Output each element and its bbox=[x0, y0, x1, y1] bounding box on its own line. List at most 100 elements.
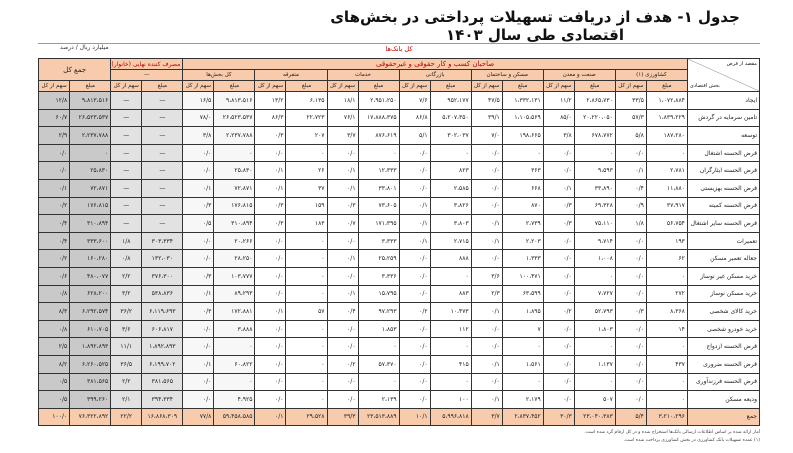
share-cell: ۰/۸ bbox=[37, 319, 71, 339]
amount-cell: ۰ bbox=[429, 372, 472, 392]
amount-cell: ۲،۸۶۵،۷۳۰ bbox=[573, 91, 616, 110]
row-label: قرض الحسنه ضروری bbox=[686, 354, 761, 374]
row-label: خرید مسکن غیر نوساز bbox=[686, 266, 761, 286]
amount-cell: ۹،۷۱۴ bbox=[573, 231, 616, 251]
share-cell: ۰/۰ bbox=[398, 354, 431, 374]
amount-cell: ۰ bbox=[645, 372, 688, 392]
corner-purpose: مقصد از قرض bbox=[726, 61, 757, 67]
share-cell: ۲۲/۲ bbox=[110, 407, 143, 427]
amount-cell: — bbox=[141, 196, 184, 216]
share-cell: ۰/۰ bbox=[254, 337, 287, 356]
amount-cell: ۳۷۶،۳۰۰ bbox=[141, 266, 184, 286]
share-cell: ۷۸/۰ bbox=[182, 108, 215, 128]
amount-cell: ۰ bbox=[285, 143, 328, 163]
amount-cell: ۰ bbox=[285, 319, 328, 339]
amount-cell: ۶۱۰،۷۰۵ bbox=[69, 319, 112, 339]
amount-cell: ۲،۵۸۵ bbox=[429, 178, 472, 198]
share-cell: ۸/۳ bbox=[37, 302, 71, 321]
amount-cell: ۳،۲۱۰،۲۹۶ bbox=[645, 407, 688, 427]
amount-cell: ۱،۱۳۷ bbox=[573, 354, 616, 374]
share-cell: ۸۶/۸ bbox=[398, 108, 431, 128]
share-cell: ۰/۰ bbox=[398, 284, 431, 304]
amount-cell: ۳۳،۸۰۱ bbox=[357, 178, 400, 198]
share-cell: ۰/۱ bbox=[614, 161, 647, 180]
share-cell: ۰/۰ bbox=[542, 390, 575, 409]
share-cell: ۰/۱ bbox=[182, 284, 215, 304]
amount-cell: ۳۳،۸۹۰ bbox=[573, 178, 616, 198]
amount-cell: ۲،۱۳۹ bbox=[357, 390, 400, 409]
share-cell: ۳۹/۳ bbox=[326, 407, 359, 427]
share-cell: ۰/۱ bbox=[254, 178, 287, 198]
share-cell: ۰/۰ bbox=[398, 337, 431, 356]
sector-header: صنعت و معدن bbox=[542, 69, 616, 81]
corner-sector: بخش اقتصادی bbox=[689, 83, 720, 89]
share-cell: ۷۷/۸ bbox=[182, 407, 215, 427]
share-cell: ۱۸/۱ bbox=[326, 91, 359, 110]
share-cell: ۰/۰ bbox=[254, 231, 287, 251]
share-cell: ۰/۰ bbox=[542, 231, 575, 251]
share-cell: ۱۳/۲ bbox=[254, 91, 287, 110]
share-cell: ۰/۳ bbox=[182, 266, 215, 286]
row-label: قرض الحسنه فرزندآوری bbox=[686, 372, 761, 392]
amount-cell: ۸۷۶،۶۱۹ bbox=[357, 126, 400, 145]
row-label: قرض الحسنه ایثارگران bbox=[686, 161, 761, 180]
share-cell: ۰/۲ bbox=[37, 196, 71, 216]
amount-cell: ۷۶،۳۲۲،۸۹۲ bbox=[69, 407, 112, 427]
table-row: تامین سرمایه در گردش ۱،۸۳۹،۲۲۹ ۵۷/۳ ۲۰،۲۲۰،… bbox=[37, 108, 761, 128]
amount-cell: ۰ bbox=[285, 372, 328, 392]
share-cell: ۱/۸ bbox=[614, 214, 647, 233]
share-header: سهم از کل bbox=[110, 80, 143, 92]
row-label: تعمیرات bbox=[686, 231, 761, 251]
share-cell: ۱/۸ bbox=[110, 231, 143, 251]
amount-header: مبلغ bbox=[573, 80, 616, 92]
share-cell: ۰/۳ bbox=[254, 214, 287, 233]
table-row: خرید مسکن نوساز ۲۷۲ ۰/۰ ۷،۷۲۷ ۰/۰ ۶۳،۵۹۹ ۲/۳ ۸۸… bbox=[37, 284, 761, 304]
share-cell: ۰/۰ bbox=[470, 337, 503, 356]
amount-cell: ۱۲،۳۳۳ bbox=[357, 161, 400, 180]
amount-cell: ۷۳،۶۰۵ bbox=[357, 196, 400, 216]
share-cell: ۰/۰ bbox=[398, 266, 431, 286]
amount-cell: ۶،۲۶۰،۵۲۵ bbox=[69, 354, 112, 374]
amount-cell: ۲۷۲ bbox=[645, 284, 688, 304]
amount-header: مبلغ bbox=[69, 80, 112, 92]
amount-cell: ۲۰،۲۲۰،۰۵۰ bbox=[573, 108, 616, 128]
amount-header: مبلغ bbox=[429, 80, 472, 92]
amount-cell: ۵۹،۴۵۸،۵۸۵ bbox=[213, 407, 256, 427]
share-cell: ۰/۱ bbox=[398, 196, 431, 216]
share-cell: ۰/۰ bbox=[614, 231, 647, 251]
share-cell: ۰/۰ bbox=[542, 372, 575, 392]
share-cell: ۰/۰ bbox=[37, 161, 71, 180]
amount-cell: ۶،۱۹۹،۷۰۲ bbox=[141, 354, 184, 374]
amount-cell: ۷،۷۲۷ bbox=[573, 284, 616, 304]
amount-cell: ۰ bbox=[213, 337, 256, 356]
amount-cell: ۳۸۱،۵۶۵ bbox=[69, 372, 112, 392]
amount-cell: — bbox=[141, 108, 184, 128]
share-cell: ۰/۰ bbox=[542, 354, 575, 374]
share-cell: ۰/۱ bbox=[326, 249, 359, 268]
amount-cell: ۱۹۸،۶۶۵ bbox=[501, 126, 544, 145]
amount-cell: ۰ bbox=[213, 143, 256, 163]
share-cell: ۳/۸ bbox=[182, 126, 215, 145]
share-header: سهم از کل bbox=[398, 80, 431, 92]
share-cell: ۰/۰ bbox=[542, 284, 575, 304]
share-cell: ۰/۰ bbox=[614, 372, 647, 392]
amount-cell: ۳۸۱،۵۶۵ bbox=[141, 372, 184, 392]
share-cell: ۰/۰ bbox=[37, 143, 71, 163]
amount-cell: ۲۰،۲۶۶ bbox=[213, 231, 256, 251]
amount-cell: ۴،۹۲۵ bbox=[213, 390, 256, 409]
amount-cell: ۲،۲۳۷،۷۸۸ bbox=[69, 126, 112, 145]
amount-cell: ۲،۷۱۵ bbox=[429, 231, 472, 251]
amount-cell: ۵۲،۷۹۳ bbox=[573, 302, 616, 321]
amount-cell: ۱۷،۸۸۸،۳۷۵ bbox=[357, 108, 400, 128]
amount-cell: ۰ bbox=[645, 390, 688, 409]
share-cell: ۰/۰ bbox=[398, 390, 431, 409]
total-row: جمع ۳،۲۱۰،۲۹۶ ۵/۴ ۲۳،۰۴۰،۳۸۳ ۳۰/۳ ۲،۸۳۷،۴۵۲ ۳/… bbox=[37, 407, 761, 427]
amount-cell: ۰ bbox=[501, 143, 544, 163]
amount-cell: ۱۹۳ bbox=[645, 231, 688, 251]
amount-cell: ۲۹،۵۲۸ bbox=[285, 407, 328, 427]
share-cell: ۰/۳ bbox=[254, 196, 287, 216]
amount-cell: ۱۰۰ bbox=[429, 390, 472, 409]
amount-cell: — bbox=[141, 143, 184, 163]
table-row: خرید کالای شخصی ۸،۳۶۸ ۰/۳ ۵۲،۷۹۳ ۰/۲ ۱،۸۹۵ ۰/۱… bbox=[37, 302, 761, 321]
amount-cell: ۳۰۳،۳۳۴ bbox=[141, 231, 184, 251]
